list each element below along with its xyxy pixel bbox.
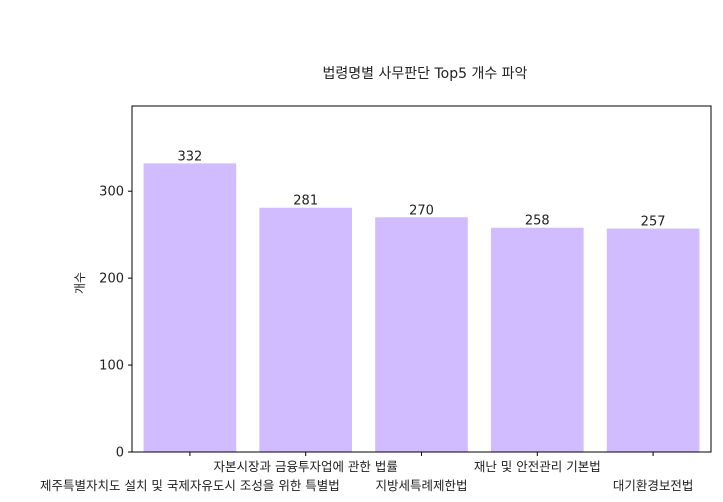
x-tick-label: 자본시장과 금융투자업에 관한 법률 (213, 459, 397, 474)
x-tick-label: 재난 및 안전관리 기본법 (474, 459, 601, 474)
bar-value-label: 257 (641, 215, 666, 230)
bar-value-label: 281 (293, 194, 318, 209)
x-axis-ticks: 제주특별자치도 설치 및 국제자유도시 조성을 위한 특별법 자본시장과 금융투자… (40, 452, 693, 493)
bar-value-label: 258 (525, 214, 550, 229)
y-tick-label: 300 (99, 185, 124, 200)
y-tick-label: 100 (99, 359, 124, 374)
y-tick-label: 200 (99, 272, 124, 287)
bars-group (143, 163, 700, 452)
bar (490, 227, 584, 452)
y-axis-label: 개수 (73, 272, 87, 294)
x-tick-label: 지방세특례제한법 (375, 478, 467, 493)
bar-value-label: 332 (177, 149, 202, 164)
bar (606, 228, 700, 452)
chart-title: 법령명별 사무판단 Top5 개수 파악 (323, 66, 528, 82)
y-axis-ticks: 0 100 200 300 (99, 185, 132, 461)
bar-value-label: 270 (409, 203, 434, 218)
bar (259, 207, 353, 452)
bar-value-labels: 332 281 270 258 257 (177, 149, 665, 229)
plot-frame (131, 105, 712, 453)
x-tick-label: 제주특별자치도 설치 및 국제자유도시 조성을 위한 특별법 (40, 478, 340, 493)
y-tick-label: 0 (116, 446, 124, 461)
bar (143, 163, 237, 452)
bar (375, 217, 468, 452)
x-tick-label: 대기환경보전법 (613, 478, 694, 493)
